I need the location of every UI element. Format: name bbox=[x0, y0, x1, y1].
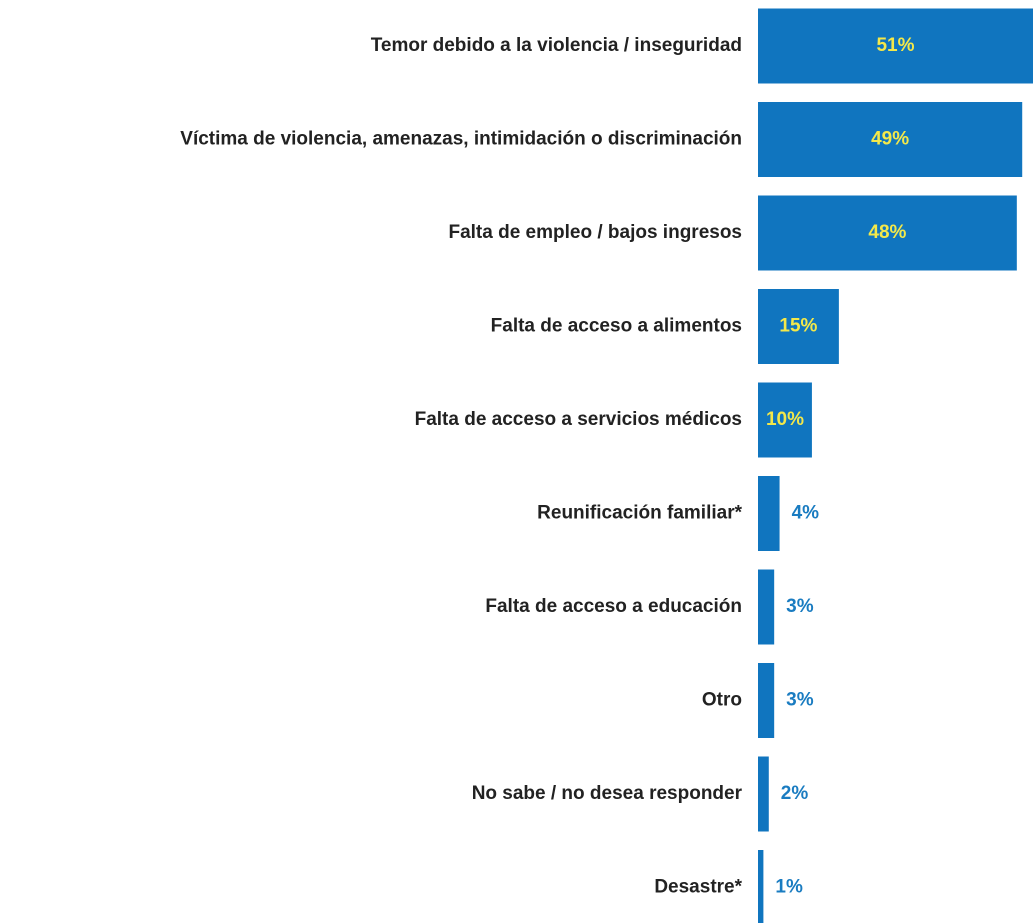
value-label: 4% bbox=[792, 503, 820, 524]
bar bbox=[758, 8, 1033, 84]
value-label: 1% bbox=[775, 877, 803, 898]
bar bbox=[758, 663, 775, 738]
category-label: No sabe / no desea responder bbox=[472, 783, 743, 804]
bar bbox=[758, 102, 1023, 177]
category-label: Falta de acceso a servicios médicos bbox=[415, 409, 742, 430]
value-label: 15% bbox=[779, 316, 817, 337]
value-label: 48% bbox=[868, 222, 906, 243]
category-label: Falta de acceso a educación bbox=[485, 596, 742, 617]
category-label: Reunificación familiar* bbox=[537, 503, 742, 524]
value-label: 51% bbox=[876, 35, 914, 56]
category-label: Desastre* bbox=[654, 877, 742, 898]
bar bbox=[758, 569, 775, 645]
value-label: 3% bbox=[786, 690, 814, 711]
bar bbox=[758, 756, 769, 832]
category-label: Temor debido a la violencia / insegurida… bbox=[371, 35, 742, 56]
value-label: 3% bbox=[786, 596, 814, 617]
bar bbox=[758, 382, 812, 458]
category-label: Otro bbox=[702, 690, 742, 711]
value-label: 10% bbox=[766, 409, 804, 430]
category-label: Falta de empleo / bajos ingresos bbox=[448, 222, 742, 243]
category-label: Falta de acceso a alimentos bbox=[491, 316, 742, 337]
bar bbox=[758, 476, 780, 551]
value-label: 49% bbox=[871, 129, 909, 150]
bar bbox=[758, 195, 1017, 271]
bar bbox=[758, 850, 764, 923]
bar bbox=[758, 289, 839, 364]
value-label: 2% bbox=[781, 783, 809, 804]
category-label: Víctima de violencia, amenazas, intimida… bbox=[180, 129, 742, 150]
